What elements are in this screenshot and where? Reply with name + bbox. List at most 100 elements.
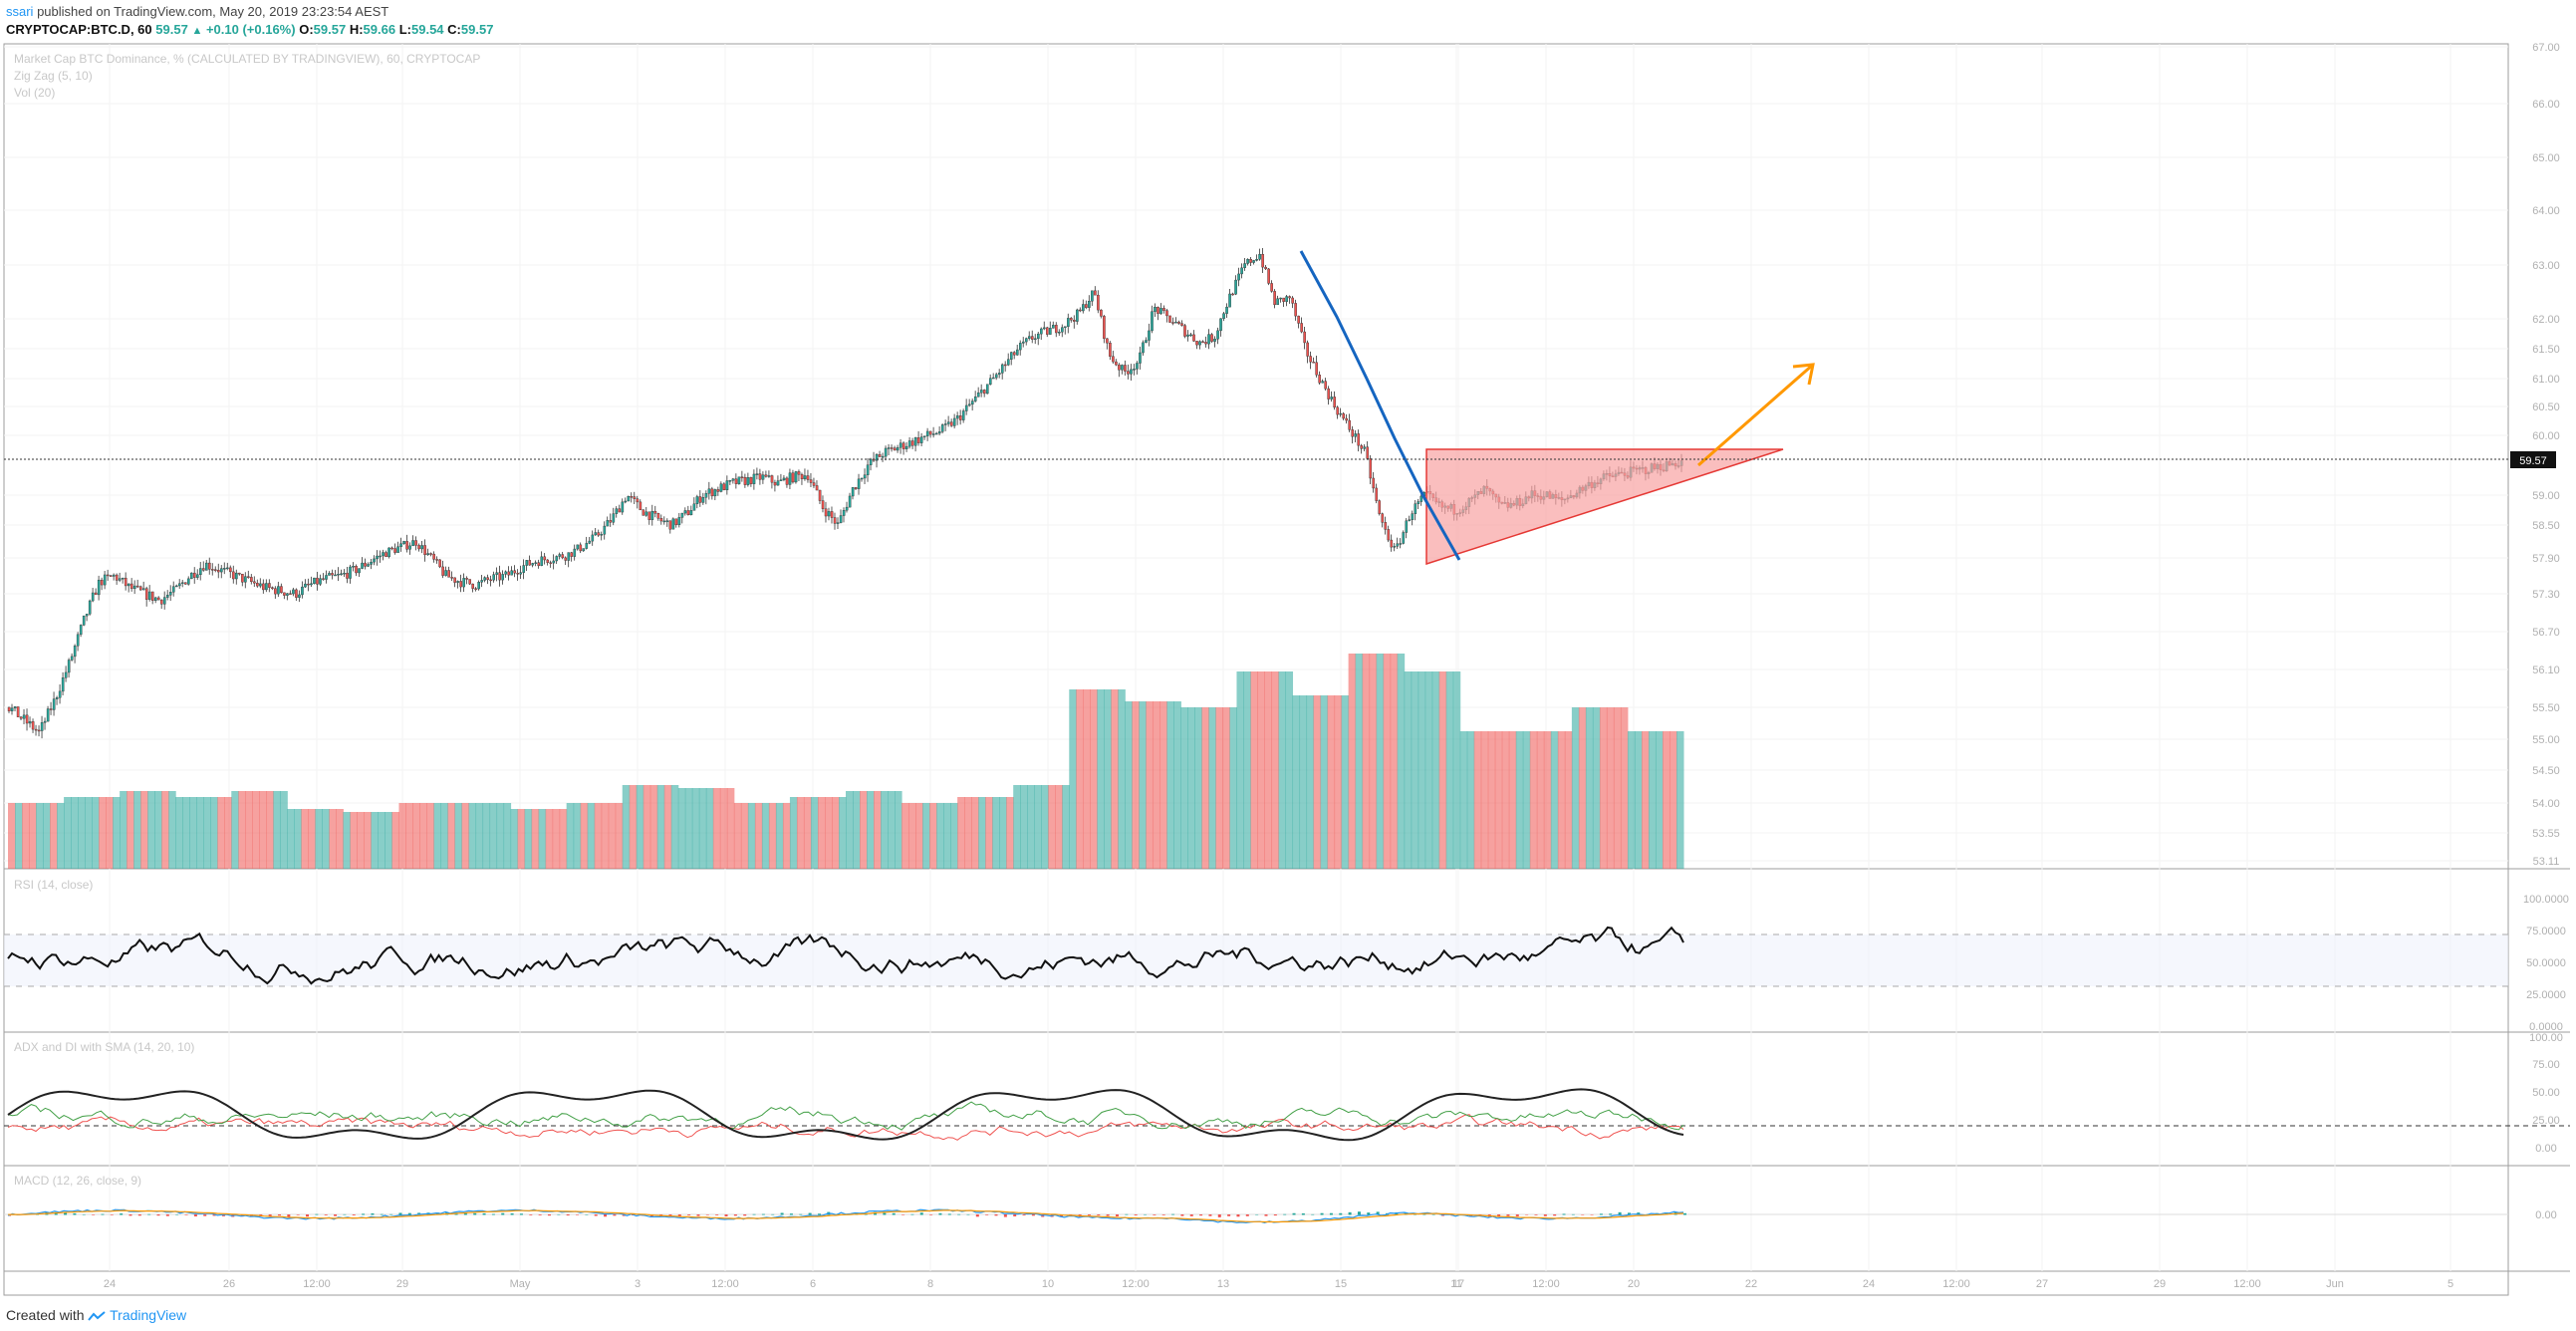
candle	[1312, 362, 1315, 364]
macd-hist-bar	[110, 1214, 114, 1215]
volume-bar	[1362, 654, 1371, 869]
triangle-pattern[interactable]	[1425, 448, 1784, 566]
candle	[803, 475, 807, 480]
zigzag-line[interactable]	[1299, 250, 1461, 561]
price-tick: 61.50	[2532, 344, 2560, 356]
candle	[280, 586, 283, 594]
candle	[223, 568, 226, 570]
volume-bar	[670, 785, 679, 869]
volume-bar	[992, 797, 1000, 869]
volume-bar	[838, 797, 847, 869]
candle	[991, 377, 995, 380]
candle	[668, 520, 672, 530]
volume-bar	[1306, 695, 1315, 869]
price-axis[interactable]: 67.00 66.00 65.00 64.00 63.00 62.00 61.50 61.00…	[2532, 42, 2560, 868]
candle	[534, 562, 538, 564]
volume-bar	[133, 791, 141, 869]
macd-hist-bar	[1562, 1213, 1566, 1215]
candle	[958, 415, 962, 420]
macd-hist-bar	[491, 1213, 495, 1215]
price-change: +0.10 (+0.16%)	[205, 22, 296, 37]
candle	[304, 583, 307, 588]
candle	[1419, 495, 1423, 502]
macd-hist-bar	[613, 1214, 617, 1216]
volume-bar	[371, 812, 379, 869]
volume-bar	[1397, 654, 1406, 869]
macd-hist-bar	[752, 1213, 756, 1215]
volume-bar	[594, 803, 603, 869]
macd-hist-bar	[1180, 1214, 1184, 1216]
macd-hist-bar	[1264, 1214, 1268, 1216]
macd-hist-bar	[799, 1213, 803, 1215]
candle	[10, 707, 14, 711]
macd-hist-bar	[193, 1214, 197, 1217]
candle	[1168, 315, 1171, 323]
candle	[1006, 359, 1010, 366]
candle	[806, 475, 810, 480]
volume-bar	[454, 803, 463, 869]
candle	[1294, 303, 1297, 317]
candle	[659, 518, 663, 522]
candle	[153, 597, 157, 602]
candle	[355, 566, 358, 574]
candle	[934, 432, 938, 435]
candle	[1055, 325, 1058, 334]
candle	[719, 483, 723, 492]
candle	[797, 471, 801, 475]
candle	[115, 574, 119, 581]
volume-bar	[1466, 731, 1475, 869]
volume-bar	[1445, 671, 1454, 869]
volume-bar	[29, 803, 37, 869]
volume-bar	[1055, 785, 1063, 869]
macd-hist-bar	[1431, 1213, 1435, 1215]
volume-bar	[1452, 671, 1461, 869]
candle	[1171, 322, 1174, 324]
volume-bar	[1278, 671, 1287, 869]
up-triangle-icon: ▲	[191, 25, 203, 37]
price-tick: 67.00	[2532, 42, 2560, 54]
macd-hist-bar	[576, 1214, 580, 1215]
macd-hist-bar	[1022, 1214, 1026, 1215]
macd-hist-bar	[407, 1212, 411, 1215]
adx-line	[7, 1088, 1684, 1142]
candle	[1345, 417, 1348, 421]
volume-bar	[1076, 689, 1084, 869]
candle	[435, 559, 438, 561]
candle	[1106, 338, 1109, 344]
symbol-header: CRYPTOCAP:BTC.D, 60 59.57 ▲ +0.10 (+0.16…	[6, 22, 493, 37]
author-link[interactable]: ssari	[6, 4, 34, 19]
volume-bar	[357, 812, 365, 869]
volume-bar	[64, 797, 72, 869]
candle	[1130, 369, 1133, 375]
candle	[259, 583, 262, 587]
target-arrow[interactable]	[1697, 363, 1814, 467]
volume-bar	[364, 812, 372, 869]
candle	[1097, 294, 1100, 311]
candle	[1375, 487, 1379, 501]
candle	[1381, 513, 1385, 523]
candle	[25, 714, 29, 724]
volume-bar	[1111, 689, 1119, 869]
candle	[1264, 266, 1267, 270]
volume-bar	[775, 803, 784, 869]
volume-bar	[705, 788, 714, 869]
rsi-tick: 0.0000	[2529, 1021, 2563, 1033]
volume-bar	[950, 803, 958, 869]
candle	[1246, 259, 1249, 264]
candle	[615, 508, 619, 514]
candle	[1013, 352, 1016, 356]
volume-bar	[957, 797, 965, 869]
tradingview-link[interactable]: TradingView	[110, 1307, 187, 1323]
volume-bar	[287, 809, 295, 869]
candle	[1058, 331, 1061, 334]
volume-bar	[405, 803, 413, 869]
candle	[857, 478, 861, 489]
candle	[417, 545, 420, 550]
candle	[1243, 263, 1246, 269]
candle	[441, 566, 444, 576]
candle	[767, 475, 771, 477]
macd-hist-bar	[808, 1212, 812, 1215]
candle	[707, 488, 711, 494]
